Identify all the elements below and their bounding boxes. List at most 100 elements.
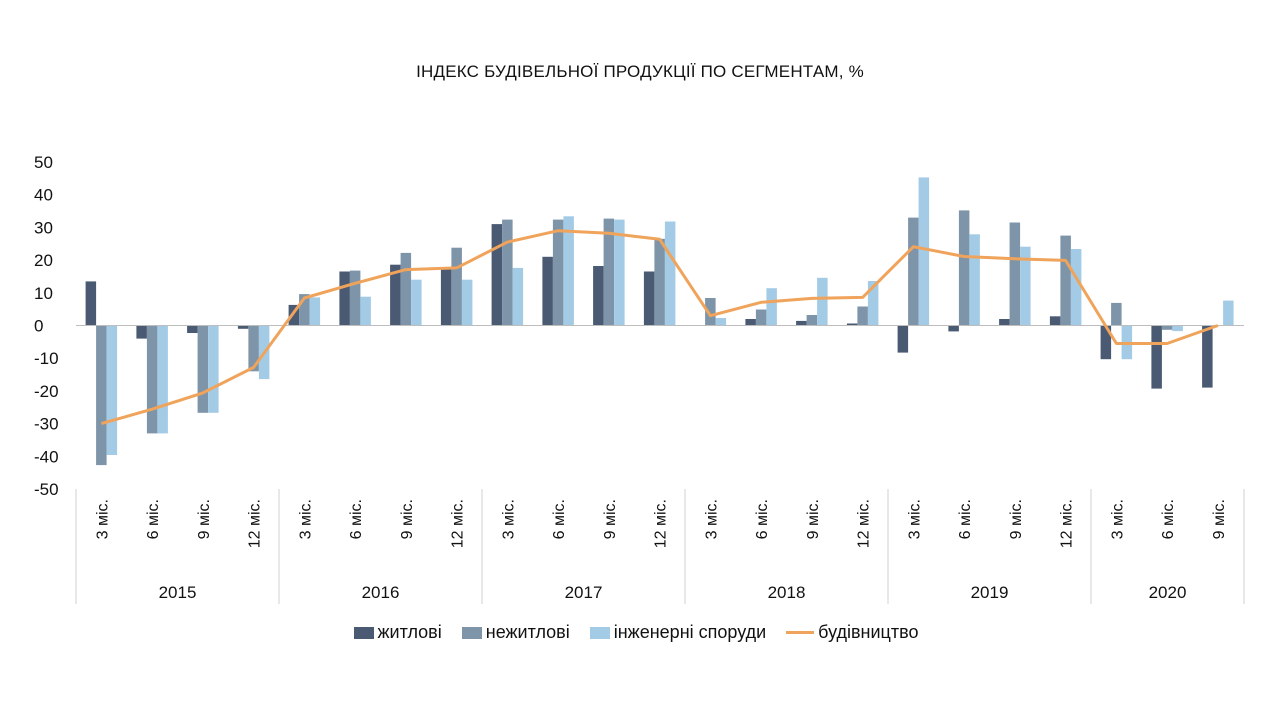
bar-нежитлові-10 — [603, 218, 615, 326]
legend-swatch — [461, 626, 482, 639]
legend-item: інженерні споруди — [589, 622, 766, 643]
legend: житлові нежитлові інженерні споруди будівни… — [0, 622, 1280, 643]
bar-житлові-21 — [1151, 325, 1162, 389]
x-tick-label: 3 міс. — [297, 499, 314, 539]
legend-item: будівництво — [786, 622, 918, 643]
y-tick-label: 30 — [34, 218, 53, 237]
bar-нежитлові-4 — [299, 294, 310, 326]
bar-нежитлові-3 — [248, 325, 259, 372]
bar-житлові-17 — [948, 325, 959, 332]
x-tick-label: 9 міс. — [602, 499, 619, 539]
x-tick-label: 3 міс. — [94, 499, 111, 539]
bar-інженерні-споруди-7 — [461, 279, 473, 326]
x-tick-label: 6 міс. — [754, 499, 771, 539]
x-tick-label: 9 міс. — [196, 499, 213, 539]
bar-інженерні-споруди-10 — [614, 219, 625, 326]
bar-інженерні-споруди-5 — [360, 296, 371, 326]
legend-swatch — [786, 631, 815, 634]
x-tick-label: 9 міс. — [1211, 499, 1228, 539]
bar-житлові-20 — [1100, 325, 1112, 360]
bar-житлові-6 — [390, 264, 401, 326]
bar-нежитлові-6 — [400, 252, 412, 326]
bar-житлові-14 — [796, 320, 807, 326]
y-tick-label: 40 — [34, 186, 53, 205]
bar-житлові-16 — [897, 325, 909, 353]
x-tick-label: 12 міс. — [856, 499, 873, 548]
bar-інженерні-споруди-6 — [411, 279, 422, 326]
legend-label: житлові — [377, 622, 442, 642]
x-tick-label: 3 міс. — [500, 499, 517, 539]
year-label: 2019 — [971, 583, 1009, 602]
bar-нежитлові-11 — [654, 238, 665, 326]
bar-нежитлові-2 — [197, 325, 209, 413]
bar-нежитлові-17 — [958, 210, 970, 326]
legend-swatch — [353, 626, 374, 639]
bar-інженерні-споруди-12 — [715, 318, 727, 326]
y-tick-label: 20 — [34, 251, 53, 270]
bar-житлові-13 — [745, 319, 756, 326]
legend-label: нежитлові — [485, 622, 570, 642]
bar-житлові-8 — [491, 224, 503, 326]
bar-нежитлові-7 — [451, 247, 462, 326]
x-tick-label: 6 міс. — [1160, 499, 1177, 539]
year-label: 2015 — [159, 583, 197, 602]
year-label: 2020 — [1149, 583, 1187, 602]
y-tick-label: 50 — [34, 153, 53, 172]
year-axis: 2015 2016 2017 2018 2019 2020 — [75, 489, 1245, 604]
bar-житлові-18 — [999, 319, 1010, 326]
y-tick-label: -50 — [34, 480, 59, 499]
line-layer — [100, 229, 1219, 426]
bar-інженерні-споруди-2 — [208, 325, 219, 413]
x-tick-label: 12 міс. — [1059, 499, 1076, 548]
bar-інженерні-споруди-4 — [309, 297, 321, 326]
bar-житлові-9 — [542, 256, 553, 326]
bar-нежитлові-19 — [1060, 235, 1071, 326]
x-tick-label: 12 міс. — [450, 499, 467, 548]
y-tick-label: -20 — [34, 382, 59, 401]
x-tick-label: 6 міс. — [551, 499, 568, 539]
bar-layer — [85, 177, 1234, 466]
bar-житлові-10 — [593, 266, 604, 326]
chart-title: ІНДЕКС БУДІВЕЛЬНОЇ ПРОДУКЦІЇ ПО СЕГМЕНТА… — [416, 62, 864, 81]
bar-житлові-11 — [643, 271, 655, 326]
bar-інженерні-споруди-13 — [766, 288, 777, 326]
bar-житлові-7 — [440, 268, 452, 326]
bar-нежитлові-8 — [502, 219, 513, 326]
bar-інженерні-споруди-16 — [918, 177, 930, 326]
x-tick-label: 6 міс. — [348, 499, 365, 539]
bar-інженерні-споруди-8 — [512, 267, 524, 326]
bar-нежитлові-16 — [908, 217, 919, 326]
bar-інженерні-споруди-19 — [1070, 249, 1082, 326]
bar-житлові-2 — [187, 325, 198, 333]
x-tick-label: 6 міс. — [957, 499, 974, 539]
y-tick-label: -30 — [34, 415, 59, 434]
bar-нежитлові-1 — [146, 325, 158, 434]
legend-label: будівництво — [818, 622, 919, 642]
bar-житлові-3 — [237, 325, 249, 329]
year-label: 2017 — [565, 583, 603, 602]
bar-житлові-19 — [1049, 316, 1061, 326]
bar-житлові-22 — [1202, 325, 1213, 388]
bar-житлові-5 — [339, 271, 350, 326]
bar-інженерні-споруди-9 — [563, 216, 574, 326]
bar-інженерні-споруди-14 — [817, 277, 828, 326]
x-tick-label: 9 міс. — [399, 499, 416, 539]
bar-інженерні-споруди-0 — [106, 325, 118, 455]
x-tick-label: 6 міс. — [145, 499, 162, 539]
bar-нежитлові-20 — [1111, 302, 1122, 326]
x-tick-label: 3 міс. — [703, 499, 720, 539]
y-tick-label: -10 — [34, 349, 59, 368]
y-tick-label: 10 — [34, 284, 53, 303]
bar-нежитлові-14 — [806, 315, 818, 326]
x-tick-label: 9 міс. — [805, 499, 822, 539]
bar-нежитлові-21 — [1161, 325, 1173, 330]
legend-item: нежитлові — [461, 622, 570, 643]
x-axis-ticks: 3 міс. 6 міс. 9 міс. 12 міс. 3 міс. 6 міс. 9 м… — [94, 499, 1228, 548]
year-label: 2018 — [768, 583, 806, 602]
x-tick-label: 12 міс. — [247, 499, 264, 548]
bar-інженерні-споруди-17 — [969, 234, 980, 326]
bar-нежитлові-13 — [755, 309, 767, 326]
bar-інженерні-споруди-22 — [1223, 300, 1234, 326]
bar-інженерні-споруди-11 — [664, 221, 676, 326]
